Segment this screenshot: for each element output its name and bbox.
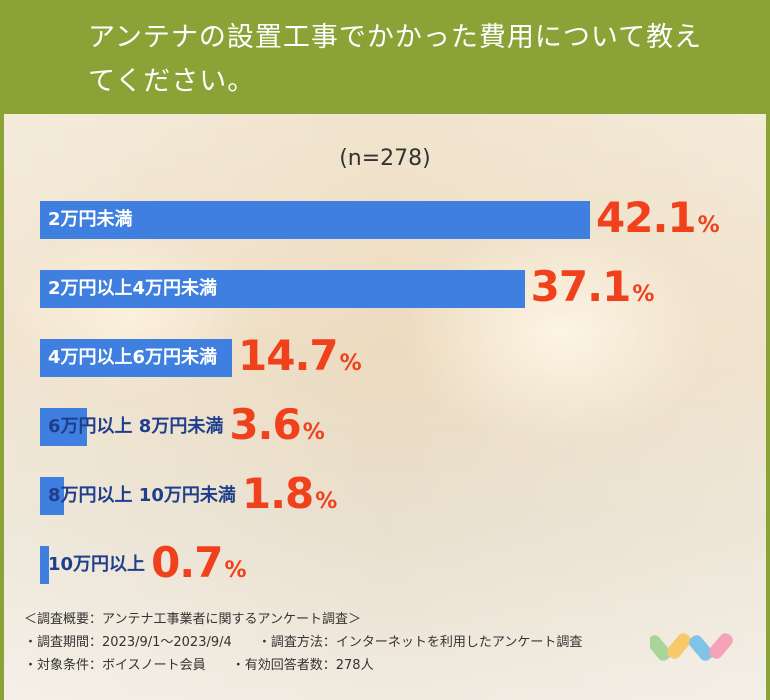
data-label: 3.6% (229, 400, 325, 449)
data-label: 1.8% (241, 469, 338, 518)
page-title: アンテナの設置工事でかかった費用について教えてください。 (88, 22, 703, 97)
bar-label: 2万円以上4万円未満 (48, 278, 218, 299)
data-label: 14.7% (238, 331, 362, 380)
bar (40, 201, 590, 239)
survey-period: ・調査期間：2023/9/1〜2023/9/4 (24, 635, 232, 650)
bar-label: 6万円以上 8万円未満 (48, 416, 224, 437)
bar-label: 10万円以上 (48, 554, 146, 575)
header-banner: アンテナの設置工事でかかった費用について教えてください。 (0, 0, 770, 114)
sample-size: (n=278) (339, 146, 431, 171)
data-label: 42.1% (596, 193, 720, 242)
content-frame (0, 114, 770, 700)
data-label: 37.1% (530, 262, 655, 311)
bar (40, 408, 88, 446)
survey-footer: ＜調査概要：アンテナ工事業者に関するアンケート調査＞ ・調査期間：2023/9/… (24, 608, 582, 677)
colored-stripes-logo-icon (650, 633, 733, 661)
survey-heading: ＜調査概要：アンテナ工事業者に関するアンケート調査＞ (24, 612, 361, 627)
bar-label: 8万円以上 10万円未満 (48, 485, 236, 506)
bar (40, 339, 233, 377)
bar (40, 546, 50, 584)
bar (40, 477, 64, 515)
survey-respondents: ・有効回答者数：278人 (231, 658, 374, 673)
survey-method: ・調査方法：インターネットを利用したアンケート調査 (257, 635, 583, 650)
bar-label: 4万円以上6万円未満 (48, 347, 218, 368)
bar (40, 270, 525, 308)
survey-target: ・対象条件：ボイスノート会員 (24, 658, 206, 673)
bar-label: 2万円未満 (48, 209, 133, 230)
data-label: 0.7% (151, 538, 247, 587)
